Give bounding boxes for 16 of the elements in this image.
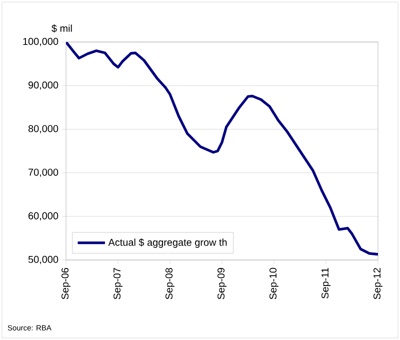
y-tick-label: 90,000 (28, 81, 58, 90)
x-tick-label: Sep-12 (373, 268, 383, 300)
y-tick-label: 70,000 (28, 168, 58, 177)
line-series (66, 42, 378, 256)
x-tick-label: Sep-09 (217, 268, 227, 300)
y-tick-label: 100,000 (23, 38, 58, 46)
y-axis-title: $ mil (52, 24, 72, 32)
x-tick-label: Sep-06 (61, 268, 71, 300)
y-tick-label: 80,000 (28, 125, 58, 134)
x-tick-label: Sep-08 (165, 268, 175, 300)
y-tick-label: 60,000 (28, 212, 58, 221)
y-tick-label: 50,000 (28, 256, 58, 264)
legend-label: Actual $ aggregate grow th (108, 238, 227, 248)
x-tick-label: Sep-10 (269, 268, 279, 300)
x-tick-label: Sep-07 (113, 268, 123, 300)
x-tick-label: Sep-11 (321, 268, 331, 298)
